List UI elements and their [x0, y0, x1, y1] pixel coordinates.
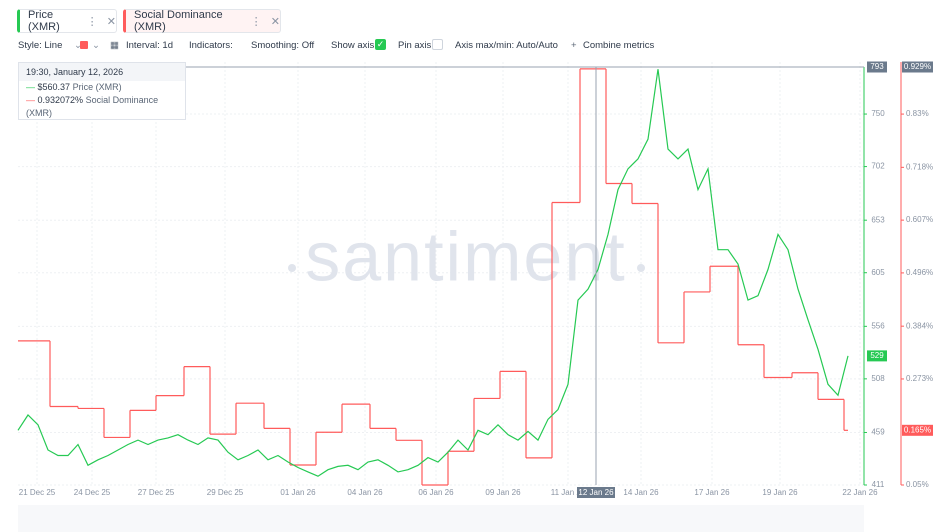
interval-select[interactable]: Interval: 1d [126, 40, 173, 51]
y2-marker-bg [902, 61, 933, 73]
color-picker[interactable] [80, 41, 88, 49]
x-tick-label: 17 Jan 26 [694, 488, 730, 497]
show-axis-checkbox[interactable]: ✓ [375, 39, 386, 50]
watermark: santiment [288, 217, 645, 295]
pin-axis-label[interactable]: Pin axis [398, 40, 432, 51]
x-tick-label: 22 Jan 26 [842, 488, 878, 497]
y2-marker-bg [902, 424, 933, 436]
y2-tick-label: 0.496% [906, 268, 933, 277]
watermark-dot [637, 264, 645, 272]
watermark-text: santiment [305, 217, 626, 295]
cursor-label-bg [577, 487, 615, 498]
calendar-icon: ▦ [110, 40, 119, 51]
y-marker-bg [867, 350, 887, 362]
x-tick-label: 21 Dec 25 [19, 488, 56, 497]
tooltip-row: — $560.37 Price (XMR) [26, 82, 122, 92]
axis-maxmin-select[interactable]: Axis max/min: Auto/Auto [455, 40, 558, 51]
indicators-select[interactable]: Indicators: [189, 40, 233, 51]
pin-axis-checkbox[interactable] [432, 39, 443, 50]
tooltip-date: 19:30, January 12, 2026 [19, 63, 185, 81]
dropdown-icon[interactable]: ⌄ [92, 40, 100, 51]
x-tick-label: 09 Jan 26 [485, 488, 521, 497]
tooltip-metric: Social Dominance (XMR) [26, 95, 159, 118]
navigator[interactable] [18, 505, 864, 532]
x-tick-label: 01 Jan 26 [280, 488, 316, 497]
x-tick-label: 14 Jan 26 [623, 488, 659, 497]
y-tick-label: 411 [872, 480, 885, 489]
tooltip-value: 0.932072% [37, 95, 84, 105]
y2-tick-label: 0.384% [906, 321, 933, 330]
show-axis-label[interactable]: Show axis [331, 40, 375, 51]
y2-tick-label: 0.05% [906, 480, 929, 489]
metric-tab[interactable]: Social Dominance (XMR) ⋮ ✕ [123, 9, 281, 33]
tab-menu[interactable]: ⋮ ✕ [250, 15, 280, 28]
x-tick-label: 29 Dec 25 [207, 488, 244, 497]
y-tick-label: 605 [871, 268, 885, 277]
x-tick-label: 27 Dec 25 [138, 488, 175, 497]
y-tick-label: 508 [871, 374, 885, 383]
x-tick-label: 06 Jan 26 [418, 488, 454, 497]
tab-label: Price (XMR) [28, 9, 60, 33]
y-marker-label: 793 [870, 62, 884, 71]
y-tick-label: 556 [871, 321, 885, 330]
y2-tick-label: 0.83% [906, 109, 929, 118]
metric-tab[interactable]: Price (XMR) ⋮ ✕ [17, 9, 117, 33]
tab-menu[interactable]: ⋮ ✕ [86, 15, 116, 28]
y-tick-label: 653 [871, 215, 885, 224]
x-tick-label: 11 Jan 26 [551, 488, 586, 497]
y2-marker-label: 0.929% [904, 62, 931, 71]
y-tick-label: 702 [871, 162, 885, 171]
y-tick-label: 750 [871, 109, 885, 118]
y2-tick-label: 0.273% [906, 374, 933, 383]
tooltip-value: $560.37 [37, 82, 71, 92]
tooltip-row: — 0.932072% Social Dominance (XMR) [26, 95, 159, 118]
cursor-label: 12 Jan 26 [578, 488, 614, 497]
plus-icon: + [571, 40, 577, 51]
x-tick-label: 19 Jan 26 [762, 488, 798, 497]
style-select[interactable]: Style: Line [18, 40, 63, 51]
y2-tick-label: 0.718% [906, 162, 933, 171]
dropdown-icon[interactable]: ⌄ [74, 40, 82, 51]
watermark-dot [288, 264, 296, 272]
price-line [17, 69, 849, 477]
y-marker-bg [867, 61, 887, 73]
tab-label: Social Dominance (XMR) [134, 9, 223, 33]
tooltip-metric: Price (XMR) [72, 82, 122, 92]
combine-metrics[interactable]: Combine metrics [583, 40, 655, 51]
x-tick-label: 04 Jan 26 [347, 488, 383, 497]
tooltip: 19:30, January 12, 2026 — $560.37 Price … [18, 62, 186, 120]
x-tick-label: 24 Dec 25 [74, 488, 111, 497]
y2-marker-label: 0.165% [904, 425, 931, 434]
y-tick-label: 459 [871, 428, 885, 437]
y2-tick-label: 0.607% [906, 215, 933, 224]
y-marker-label: 529 [870, 351, 884, 360]
smoothing-select[interactable]: Smoothing: Off [251, 40, 315, 51]
